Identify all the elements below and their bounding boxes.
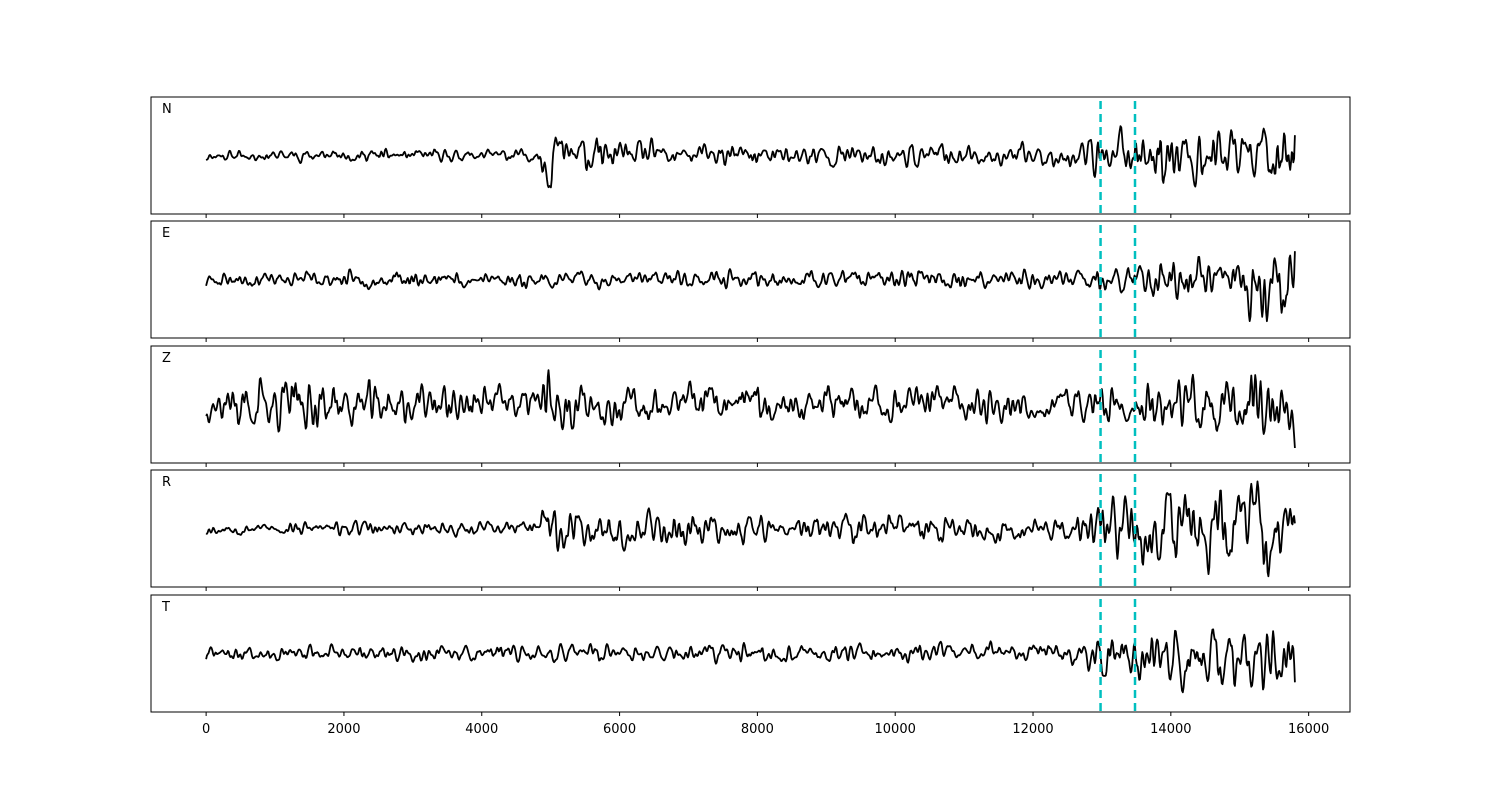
- panel-label: Z: [162, 351, 171, 366]
- panels-layer: N E Z R T: [150, 96, 1351, 716]
- panel-n: N: [150, 96, 1351, 218]
- x-tick-label: 2000: [327, 722, 360, 737]
- trace-e: [205, 251, 1296, 323]
- x-tick-label: 16000: [1288, 722, 1329, 737]
- panel-r: R: [150, 469, 1351, 591]
- x-tick-label: 0: [202, 722, 210, 737]
- x-tick-label: 8000: [741, 722, 774, 737]
- x-tick-label: 14000: [1150, 722, 1191, 737]
- panel-z: Z: [150, 345, 1351, 467]
- panel-label: T: [161, 600, 170, 615]
- x-tick-label: 12000: [1012, 722, 1053, 737]
- panel-frame: [150, 594, 1351, 713]
- x-axis: 0 2000 4000 6000 8000 10000 12000 14000 16000: [202, 722, 1329, 737]
- trace-n: [205, 125, 1296, 189]
- trace-z: [205, 369, 1296, 449]
- panel-frame: [150, 220, 1351, 339]
- x-tick-label: 10000: [875, 722, 916, 737]
- x-tick-label: 6000: [603, 722, 636, 737]
- panel-label: R: [162, 475, 171, 490]
- panel-label: N: [162, 102, 172, 117]
- panel-t: T: [150, 594, 1351, 716]
- trace-r: [205, 480, 1296, 578]
- trace-t: [205, 628, 1296, 694]
- panel-frame: [150, 345, 1351, 464]
- x-tick-label: 4000: [465, 722, 498, 737]
- panel-frame: [150, 469, 1351, 588]
- panel-frame: [150, 96, 1351, 215]
- panel-e: E: [150, 220, 1351, 342]
- panel-label: E: [162, 226, 170, 241]
